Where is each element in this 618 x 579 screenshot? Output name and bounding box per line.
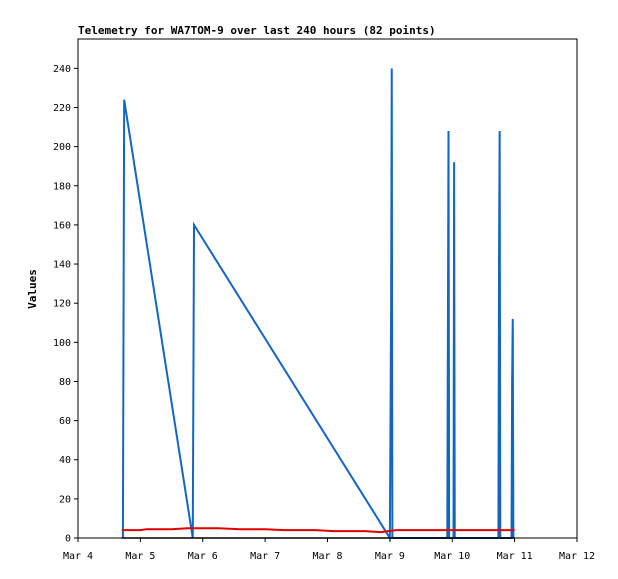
y-tick-label: 240 xyxy=(53,64,71,75)
chart-title: Telemetry for WA7TOM-9 over last 240 hou… xyxy=(78,24,436,37)
series-layer xyxy=(121,68,515,542)
x-tick-label: Mar 8 xyxy=(312,551,342,562)
x-tick-label: Mar 9 xyxy=(375,551,405,562)
x-tick-label: Mar 5 xyxy=(125,551,155,562)
y-tick-label: 220 xyxy=(53,103,71,114)
y-tick-label: 200 xyxy=(53,142,71,153)
y-axis: 0 20 40 60 80 100 120 140 160 180 200 220 240 xyxy=(53,64,78,545)
y-tick-label: 100 xyxy=(53,338,71,349)
x-tick-label: Mar 7 xyxy=(250,551,280,562)
y-tick-label: 0 xyxy=(65,534,71,545)
x-tick-label: Mar 11 xyxy=(497,551,533,562)
x-tick-label: Mar 10 xyxy=(434,551,470,562)
y-tick-label: 160 xyxy=(53,220,71,231)
y-tick-label: 80 xyxy=(59,377,71,388)
y-tick-label: 20 xyxy=(59,494,71,505)
series-line-0 xyxy=(121,68,515,542)
y-tick-label: 140 xyxy=(53,260,71,271)
y-tick-label: 120 xyxy=(53,299,71,310)
y-axis-label: Values xyxy=(26,269,39,309)
y-tick-label: 180 xyxy=(53,181,71,192)
series-line-1 xyxy=(121,527,515,534)
y-tick-label: 40 xyxy=(59,455,71,466)
x-tick-label: Mar 4 xyxy=(63,551,93,562)
x-tick-label: Mar 6 xyxy=(188,551,218,562)
y-tick-label: 60 xyxy=(59,416,71,427)
x-axis: Mar 4 Mar 5 Mar 6 Mar 7 Mar 8 Mar 9 Mar 10 Mar … xyxy=(63,538,595,562)
x-tick-label: Mar 12 xyxy=(559,551,595,562)
